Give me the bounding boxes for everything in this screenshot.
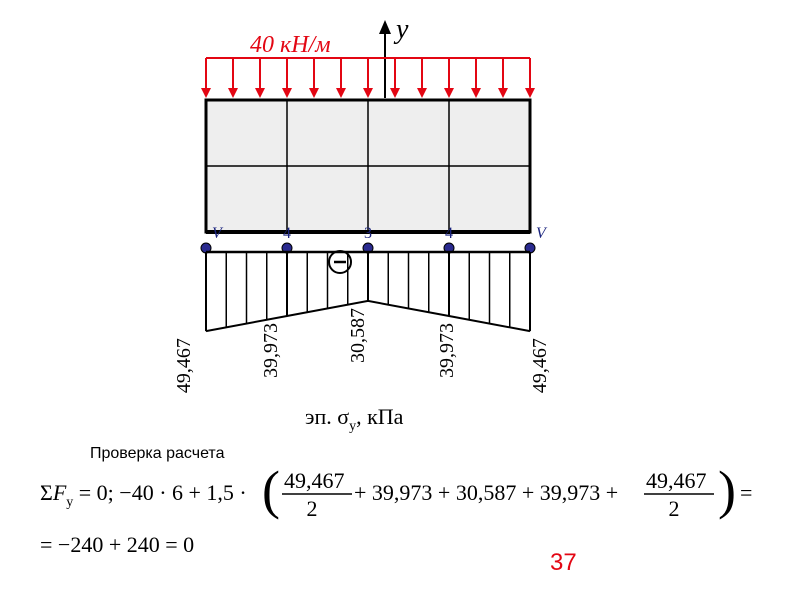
load-label: 40 кН/м (250, 32, 331, 58)
formula-line2: = −240 + 240 = 0 (40, 532, 194, 557)
svg-text:39,973: 39,973 (260, 323, 282, 378)
svg-text:30,587: 30,587 (347, 308, 369, 363)
svg-text:): ) (718, 460, 736, 520)
calc-title: Проверка расчета (90, 445, 225, 462)
svg-text:(: ( (262, 460, 280, 520)
svg-text:4: 4 (445, 225, 453, 242)
svg-text:49,467: 49,467 (529, 338, 551, 393)
y-axis-label: y (393, 14, 409, 45)
bg (0, 0, 800, 600)
svg-text:39,973: 39,973 (436, 323, 458, 378)
svg-text:2: 2 (307, 496, 318, 521)
svg-text:49,467: 49,467 (173, 338, 195, 393)
page-number: 37 (550, 549, 577, 576)
svg-text:2: 2 (669, 496, 680, 521)
svg-text:49,467: 49,467 (284, 468, 345, 493)
svg-text:49,467: 49,467 (646, 468, 707, 493)
svg-text:3: 3 (364, 225, 372, 242)
svg-text:=: = (740, 480, 752, 505)
svg-text:4: 4 (283, 225, 291, 242)
svg-text:+ 39,973 + 30,587 + 39,973 +: + 39,973 + 30,587 + 39,973 + (354, 480, 618, 505)
figure: y 40 кН/м V434V 49,46739,97330,58739,973… (0, 0, 800, 600)
grid (206, 100, 530, 232)
